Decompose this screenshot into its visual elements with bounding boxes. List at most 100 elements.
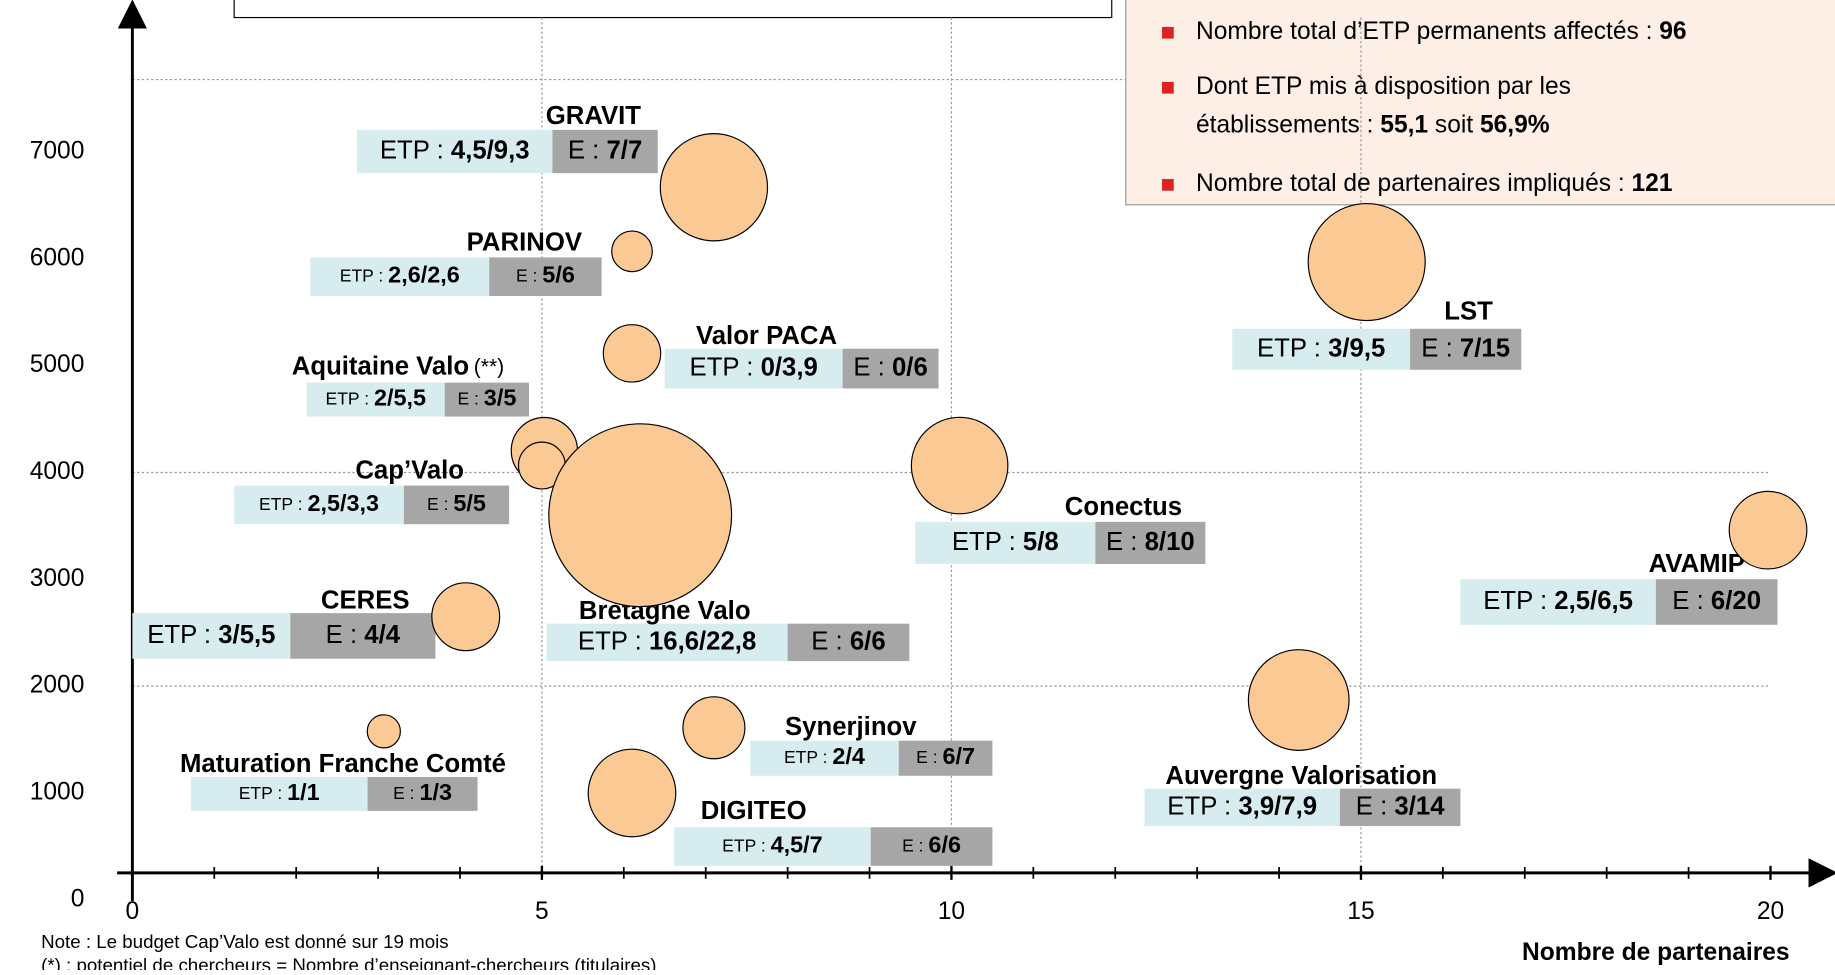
- e-prefix: E :: [393, 783, 419, 803]
- name: Auvergne Valorisation: [1165, 762, 1437, 790]
- name: PARINOV: [467, 228, 582, 256]
- etp-box: [190, 776, 368, 811]
- e-label: E : 3/5: [457, 385, 516, 411]
- summary-bold: 96: [1659, 18, 1686, 45]
- etp-prefix: ETP :: [722, 835, 770, 855]
- etp-value: 4,5/9,3: [451, 136, 530, 164]
- e-prefix: E :: [457, 388, 483, 408]
- bubble: [611, 230, 653, 273]
- name: Aquitaine Valo: [292, 352, 469, 380]
- point-name: GRAVIT: [546, 102, 642, 130]
- etp-prefix: ETP :: [690, 353, 761, 381]
- bullet: [1162, 179, 1174, 191]
- e-prefix: E :: [568, 136, 607, 164]
- bullet: [1162, 26, 1174, 39]
- bubble: [602, 324, 662, 383]
- etp-prefix: ETP :: [147, 621, 218, 649]
- name: CERES: [321, 586, 410, 614]
- e-value: 1/3: [419, 779, 452, 805]
- summary-line: Nombre total de partenaires impliqués : …: [1196, 170, 1673, 197]
- etp-value: 3/5,5: [218, 621, 275, 649]
- y-tick-label: 6000: [30, 244, 85, 271]
- e-prefix: E :: [1106, 528, 1145, 556]
- etp-box: [1144, 788, 1340, 827]
- e-value: 5/6: [542, 262, 575, 288]
- e-box: [1095, 521, 1206, 564]
- summary-text: soit: [1428, 112, 1480, 139]
- summary-line: Nombre total d’ETP permanents affectés :…: [1196, 18, 1687, 45]
- e-box: [787, 623, 910, 662]
- e-value: 4/4: [364, 621, 400, 649]
- y-tick-label: 2000: [30, 672, 85, 699]
- bubble: [548, 423, 733, 608]
- bubble: [366, 714, 401, 749]
- etp-box: [674, 827, 871, 866]
- e-value: 3/5: [484, 385, 517, 411]
- x-tick-label: 0: [126, 898, 140, 925]
- summary-line: Dont ETP mis à disposition par les: [1196, 73, 1571, 100]
- etp-label: ETP : 3/9,5: [1257, 334, 1385, 362]
- etp-label: ETP : 4,5/9,3: [380, 136, 530, 164]
- e-label: E : 1/3: [393, 779, 452, 805]
- summary-bold: 121: [1632, 170, 1673, 197]
- e-label: E : 6/7: [916, 743, 975, 769]
- summary-text: Nombre total de partenaires impliqués :: [1196, 170, 1632, 197]
- etp-prefix: ETP :: [340, 265, 388, 285]
- e-label: E : 3/14: [1356, 792, 1445, 820]
- etp-value: 0/3,9: [761, 353, 818, 381]
- etp-label: ETP : 16,6/22,8: [578, 627, 756, 655]
- bullet: [1162, 81, 1174, 94]
- e-value: 8/10: [1145, 528, 1195, 556]
- point-name: Auvergne Valorisation: [1165, 762, 1437, 790]
- etp-box: [234, 485, 404, 525]
- e-box: [898, 740, 993, 776]
- etp-prefix: ETP :: [578, 627, 649, 655]
- bubble: [587, 748, 677, 838]
- e-label: E : 8/10: [1106, 528, 1195, 556]
- etp-box: [664, 348, 843, 389]
- note: Note : Le budget Cap’Valo est donné sur …: [41, 931, 449, 952]
- e-prefix: E :: [1421, 334, 1460, 362]
- summary-box: [1125, 0, 1835, 206]
- etp-prefix: ETP :: [1167, 792, 1238, 820]
- name: Conectus: [1065, 493, 1182, 521]
- name-note: (**): [474, 355, 504, 378]
- etp-prefix: ETP :: [326, 388, 374, 408]
- etp-label: ETP : 5/8: [952, 528, 1059, 556]
- e-value: 6/7: [942, 743, 975, 769]
- y-tick-label: 7000: [30, 137, 85, 164]
- e-prefix: E :: [811, 627, 850, 655]
- e-value: 3/14: [1394, 792, 1445, 820]
- y-tick-label: 0: [71, 885, 85, 912]
- y-tick-label: 3000: [30, 565, 85, 592]
- etp-value: 16,6/22,8: [649, 627, 756, 655]
- etp-label: ETP : 4,5/7: [722, 832, 822, 858]
- name: Synerjinov: [785, 713, 917, 741]
- bubble: [910, 416, 1009, 515]
- etp-label: ETP : 2,5/6,5: [1483, 587, 1633, 615]
- etp-value: 3,9/7,9: [1238, 792, 1317, 820]
- e-value: 7/7: [607, 136, 643, 164]
- summary-text: établissements :: [1196, 112, 1380, 139]
- e-box: [444, 382, 530, 417]
- etp-box: [915, 521, 1096, 564]
- etp-box: [306, 382, 445, 417]
- etp-value: 1/1: [287, 779, 320, 805]
- etp-prefix: ETP :: [380, 136, 451, 164]
- summary-line: établissements : 55,1 soit 56,9%: [1196, 112, 1550, 139]
- etp-prefix: ETP :: [952, 528, 1023, 556]
- point-name: Maturation Franche Comté: [180, 750, 506, 778]
- e-label: E : 7/7: [568, 136, 642, 164]
- x-tick-label: 15: [1347, 898, 1374, 925]
- etp-label: ETP : 2/5,5: [326, 385, 426, 411]
- e-label: E : 6/6: [811, 627, 885, 655]
- etp-prefix: ETP :: [1257, 334, 1328, 362]
- e-box: [870, 827, 993, 866]
- x-axis-title: Nombre de partenaires: [1522, 939, 1790, 966]
- point-name: Aquitaine Valo (**): [292, 352, 504, 380]
- etp-value: 3/9,5: [1328, 334, 1385, 362]
- bubble: [682, 696, 746, 760]
- e-label: E : 6/6: [902, 832, 961, 858]
- e-box: [367, 776, 478, 811]
- point-name: CERES: [321, 586, 410, 614]
